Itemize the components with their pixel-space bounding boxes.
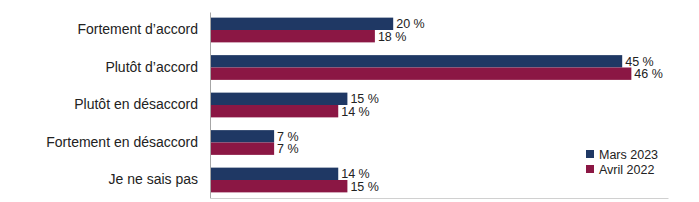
axis-line	[211, 198, 669, 199]
tick-label: Plutôt en désaccord	[74, 96, 198, 112]
value-axis	[211, 198, 669, 199]
bar	[210, 18, 393, 30]
bar	[210, 180, 347, 192]
bar	[210, 168, 338, 180]
bar	[210, 143, 274, 155]
legend-label: Avril 2022	[599, 163, 654, 177]
tick: Plutôt d’accord	[105, 59, 210, 75]
bar	[210, 105, 338, 117]
data-label: 14 %	[341, 105, 370, 119]
category-axis: Fortement d’accord Plutôt d’accord Plutôt …	[46, 13, 210, 199]
legend-item: Mars 2023	[586, 148, 658, 162]
bar	[210, 93, 347, 105]
tick: Plutôt en désaccord	[74, 96, 210, 112]
tick-label: Fortement en désaccord	[46, 134, 198, 150]
data-label: 18 %	[378, 30, 407, 44]
tick-label: Fortement d’accord	[77, 21, 198, 37]
bar	[210, 30, 375, 42]
tick: Fortement d’accord	[77, 21, 210, 37]
chart: 20 %45 %15 %7 %14 %18 %46 %14 %7 %15 %Fo…	[0, 0, 699, 202]
tick: Fortement en désaccord	[46, 134, 210, 150]
legend-item: Avril 2022	[586, 163, 654, 177]
bar	[210, 68, 631, 80]
data-label: 7 %	[277, 142, 299, 156]
legend-swatch	[586, 165, 594, 173]
axis-line	[210, 13, 211, 199]
data-label: 15 %	[350, 180, 379, 194]
tick-label: Plutôt d’accord	[105, 59, 198, 75]
legend-swatch	[586, 150, 594, 158]
bar	[210, 130, 274, 142]
tick-label: Je ne sais pas	[109, 171, 199, 187]
legend-label: Mars 2023	[599, 148, 658, 162]
data-labels: 20 %45 %15 %7 %14 %18 %46 %14 %7 %15 %	[277, 17, 663, 193]
plot-area: 20 %45 %15 %7 %14 %18 %46 %14 %7 %15 %Fo…	[46, 13, 668, 199]
tick: Je ne sais pas	[109, 171, 211, 187]
legend: Mars 2023Avril 2022	[586, 148, 658, 177]
data-label: 46 %	[634, 67, 663, 81]
bar	[210, 55, 622, 67]
bars	[210, 18, 631, 193]
